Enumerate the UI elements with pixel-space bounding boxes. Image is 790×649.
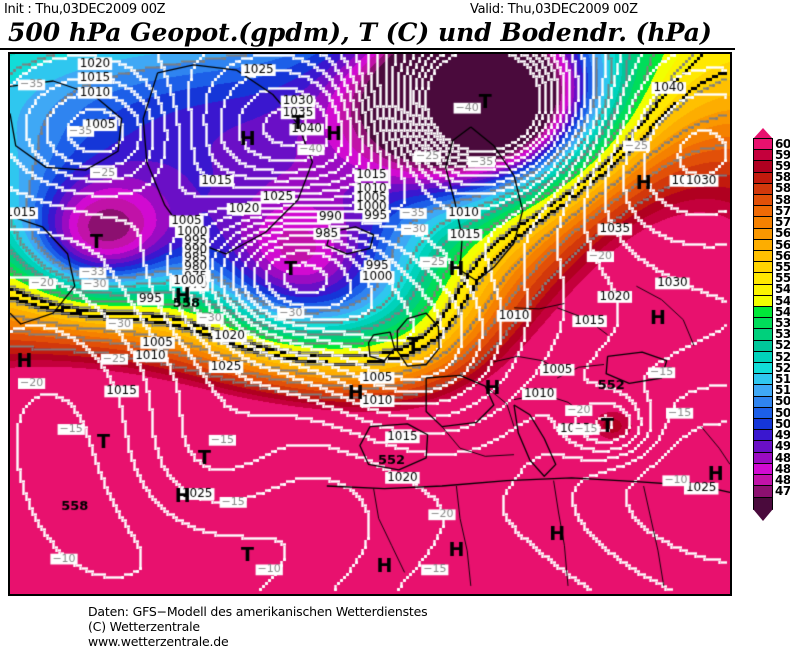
colorbar-tick-label: 524 <box>775 349 790 364</box>
colorbar-gradient <box>753 138 773 510</box>
colorbar-cell <box>754 217 772 229</box>
colorbar-tick-label: 568 <box>775 226 790 241</box>
colorbar-tick-label: 484 <box>775 461 790 476</box>
colorbar-cell <box>754 150 772 162</box>
colorbar-arrow-top-icon <box>753 128 773 139</box>
colorbar-cell <box>754 385 772 397</box>
colorbar-cell <box>754 239 772 252</box>
colorbar-tick-label: 548 <box>775 282 790 297</box>
colorbar-cell <box>754 407 772 420</box>
page-title: 500 hPa Geopot.(gpdm), T (C) und Bodendr… <box>8 18 712 47</box>
colorbar-tick-label: 516 <box>775 372 790 387</box>
colorbar-tick-label: 512 <box>775 383 790 398</box>
colorbar-cell <box>754 161 772 173</box>
colorbar-tick-label: 476 <box>775 484 790 499</box>
colorbar-tick-label: 552 <box>775 271 790 286</box>
colorbar-tick-label: 592 <box>775 159 790 174</box>
colorbar-cell <box>754 475 772 487</box>
colorbar-cell <box>754 374 772 386</box>
colorbar-tick-label: 540 <box>775 304 790 319</box>
colorbar-cell <box>754 228 772 240</box>
valid-timestamp: Valid: Thu,03DEC2009 00Z <box>470 2 638 17</box>
colorbar-cell <box>754 329 772 341</box>
weather-map[interactable] <box>8 52 732 596</box>
colorbar-tick-label: 528 <box>775 338 790 353</box>
colorbar-tick-label: 504 <box>775 405 790 420</box>
colorbar-cell <box>754 172 772 184</box>
footer-line-data: Daten: GFS−Modell des amerikanischen Wet… <box>88 604 428 619</box>
colorbar-tick-label: 544 <box>775 293 790 308</box>
colorbar-cell <box>754 307 772 319</box>
colorbar-tick-label: 488 <box>775 450 790 465</box>
colorbar-legend: 6005965925885845805765725685645605565525… <box>753 128 790 528</box>
colorbar-tick-label: 588 <box>775 170 790 185</box>
colorbar-cell <box>754 284 772 296</box>
colorbar-tick-label: 496 <box>775 428 790 443</box>
colorbar-cell <box>754 419 772 431</box>
colorbar-cell <box>754 273 772 285</box>
footer-line-owner: (C) Wetterzentrale <box>88 619 200 634</box>
colorbar-cell <box>754 396 772 408</box>
colorbar-tick-label: 520 <box>775 360 790 375</box>
colorbar-tick-label: 576 <box>775 203 790 218</box>
colorbar-cell <box>754 206 772 218</box>
footer-line-url: www.wetterzentrale.de <box>88 634 229 649</box>
colorbar-cell <box>754 195 772 207</box>
footer-credits: Daten: GFS−Modell des amerikanischen Wet… <box>88 604 428 649</box>
title-divider <box>0 48 735 50</box>
colorbar-arrow-bottom-icon <box>753 509 773 521</box>
colorbar-cell <box>754 463 772 476</box>
colorbar-cell <box>754 262 772 274</box>
colorbar-cell <box>754 183 772 196</box>
colorbar-tick-label: 492 <box>775 439 790 454</box>
colorbar-tick-label: 536 <box>775 316 790 330</box>
colorbar-tick-label: 572 <box>775 215 790 230</box>
init-timestamp: Init : Thu,03DEC2009 00Z <box>4 2 166 17</box>
colorbar-tick-label: 480 <box>775 472 790 487</box>
colorbar-tick-label: 532 <box>775 327 790 342</box>
colorbar-cell <box>754 295 772 308</box>
colorbar-cell <box>754 486 772 498</box>
colorbar-tick-label: 584 <box>775 181 790 196</box>
map-canvas[interactable] <box>10 54 730 594</box>
colorbar-cell <box>754 318 772 330</box>
colorbar-tick-label: 596 <box>775 147 790 162</box>
colorbar-tick-label: 564 <box>775 237 790 252</box>
colorbar-tick-label: 560 <box>775 248 790 263</box>
colorbar-tick-label: 600 <box>775 136 790 151</box>
colorbar-tick-label: 508 <box>775 394 790 409</box>
colorbar-tick-labels: 6005965925885845805765725685645605565525… <box>775 138 790 510</box>
colorbar-cell <box>754 441 772 453</box>
colorbar-cell <box>754 351 772 364</box>
colorbar-tick-label: 500 <box>775 416 790 431</box>
colorbar-tick-label: 580 <box>775 192 790 207</box>
colorbar-cell <box>754 139 772 151</box>
colorbar-cell <box>754 452 772 464</box>
colorbar-cell <box>754 340 772 352</box>
colorbar-cell <box>754 251 772 263</box>
colorbar-cell <box>754 363 772 375</box>
colorbar-cell <box>754 497 772 509</box>
colorbar-cell <box>754 430 772 442</box>
colorbar-tick-label: 556 <box>775 259 790 274</box>
